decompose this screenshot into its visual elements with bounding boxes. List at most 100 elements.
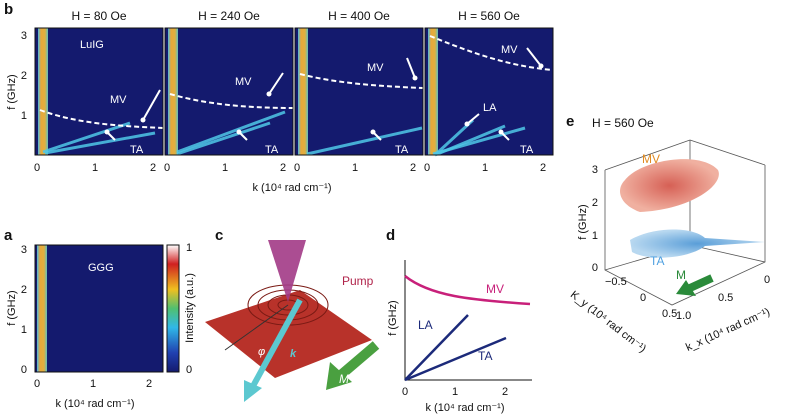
panel-label: e [566, 113, 574, 130]
heatmap-streak [42, 121, 131, 154]
heatmap-streak [44, 131, 156, 155]
curve-label: TA [478, 349, 492, 363]
m-arrow [338, 341, 380, 378]
m-arrowhead [326, 362, 352, 390]
heatmap-streak [434, 124, 506, 157]
annotation: M [676, 268, 686, 282]
x-tick-label: 2 [150, 162, 156, 174]
z-axis-label: f (GHz) [577, 204, 589, 239]
x-tick-label: 2 [410, 162, 416, 174]
mv-dispersion [429, 35, 554, 71]
m-arrowhead [676, 280, 696, 296]
y-tick-label: 1 [21, 324, 27, 336]
la-line [404, 314, 469, 381]
y-tick-label: 2 [21, 70, 27, 82]
annotation: MV [110, 94, 127, 106]
z-tick-label: 2 [592, 197, 598, 209]
arrow [466, 113, 480, 125]
y-tick-label: 3 [21, 30, 27, 42]
annotation: TA [130, 144, 144, 156]
kx-tick-label: 0.5 [718, 292, 733, 304]
frame [34, 27, 164, 156]
arrowhead [104, 129, 110, 135]
y-axis-label: f (GHz) [387, 300, 399, 335]
panel-label: c [215, 227, 223, 244]
arrowhead [266, 91, 272, 97]
mv-dispersion [299, 73, 424, 89]
reference-line [224, 304, 289, 351]
frame [164, 27, 294, 156]
arrowhead [464, 121, 470, 127]
curve-label: MV [486, 282, 504, 296]
x-tick-label: 1 [90, 378, 96, 390]
ta-surface [630, 229, 765, 258]
ky-tick-label: −0.5 [605, 276, 627, 288]
x-tick-label: 0 [294, 162, 300, 174]
kx-axis-label: k_x (10⁴ rad cm⁻¹) [684, 306, 772, 354]
x-tick-label: 0 [34, 162, 40, 174]
colorbar-min: 0 [186, 364, 192, 376]
x-tick-label: 0 [34, 378, 40, 390]
y-axis-label: f (GHz) [6, 74, 18, 109]
x-tick-label: 0 [402, 386, 408, 398]
frame [294, 27, 424, 156]
heatmap-stripe [37, 245, 47, 372]
heatmap-stripe [38, 28, 48, 155]
pump-label: Pump [342, 274, 374, 288]
frame [424, 27, 554, 156]
panel-label: b [4, 1, 13, 18]
subpanel-title: H = 80 Oe [71, 9, 126, 23]
x-tick-label: 2 [146, 378, 152, 390]
mv-curve [404, 275, 531, 306]
heatmap-stripe [298, 28, 308, 155]
x-axis-label: k (10⁴ rad cm⁻¹) [56, 398, 135, 410]
frame [34, 244, 164, 373]
colorbar-label: Intensity (a.u.) [184, 273, 196, 343]
y-tick-label: 0 [21, 364, 27, 376]
z-tick-label: 0 [592, 262, 598, 274]
subpanel-title: H = 240 Oe [198, 9, 260, 23]
x-tick-label: 2 [540, 162, 546, 174]
ky-tick-label: 0.5 [662, 308, 677, 320]
y-tick-label: 3 [21, 244, 27, 256]
k-label: k [290, 348, 297, 360]
arrowhead [538, 63, 544, 69]
film-plane [205, 290, 372, 378]
annotation: MV [501, 44, 518, 56]
x-tick-label: 1 [482, 162, 488, 174]
kx-tick-label: 0 [764, 274, 770, 286]
z-tick-label: 3 [592, 164, 598, 176]
x-tick-label: 0 [424, 162, 430, 174]
curve-label: LA [418, 318, 433, 332]
annotation: MV [367, 62, 384, 74]
pump-cone [268, 240, 306, 302]
mv-surface [620, 159, 719, 212]
arrow [142, 89, 161, 121]
m-label: M [339, 372, 349, 386]
x-tick-label: 1 [222, 162, 228, 174]
annotation: TA [395, 144, 409, 156]
x-tick-label: 1 [352, 162, 358, 174]
annotation: TA [650, 254, 664, 268]
m-arrow [688, 274, 714, 292]
arrowhead [370, 129, 376, 135]
heatmap-streak [306, 126, 423, 156]
arrow [526, 47, 542, 67]
subpanel-title: H = 560 Oe [458, 9, 520, 23]
colorbar-max: 1 [186, 242, 192, 254]
colorbar [166, 244, 180, 373]
heatmap [295, 28, 423, 155]
ta-line [404, 336, 507, 382]
arrowhead [140, 117, 146, 123]
arrowhead [498, 129, 504, 135]
arrowhead [236, 129, 242, 135]
kx-tick-label: 1.0 [676, 310, 691, 322]
y-tick-label: 2 [21, 284, 27, 296]
arrowhead [412, 75, 418, 81]
annotation: LuIG [80, 39, 104, 51]
z-tick-label: 1 [592, 230, 598, 242]
subpanel-title: H = 400 Oe [328, 9, 390, 23]
x-tick-label: 2 [502, 386, 508, 398]
angle-label: φ [258, 346, 265, 358]
